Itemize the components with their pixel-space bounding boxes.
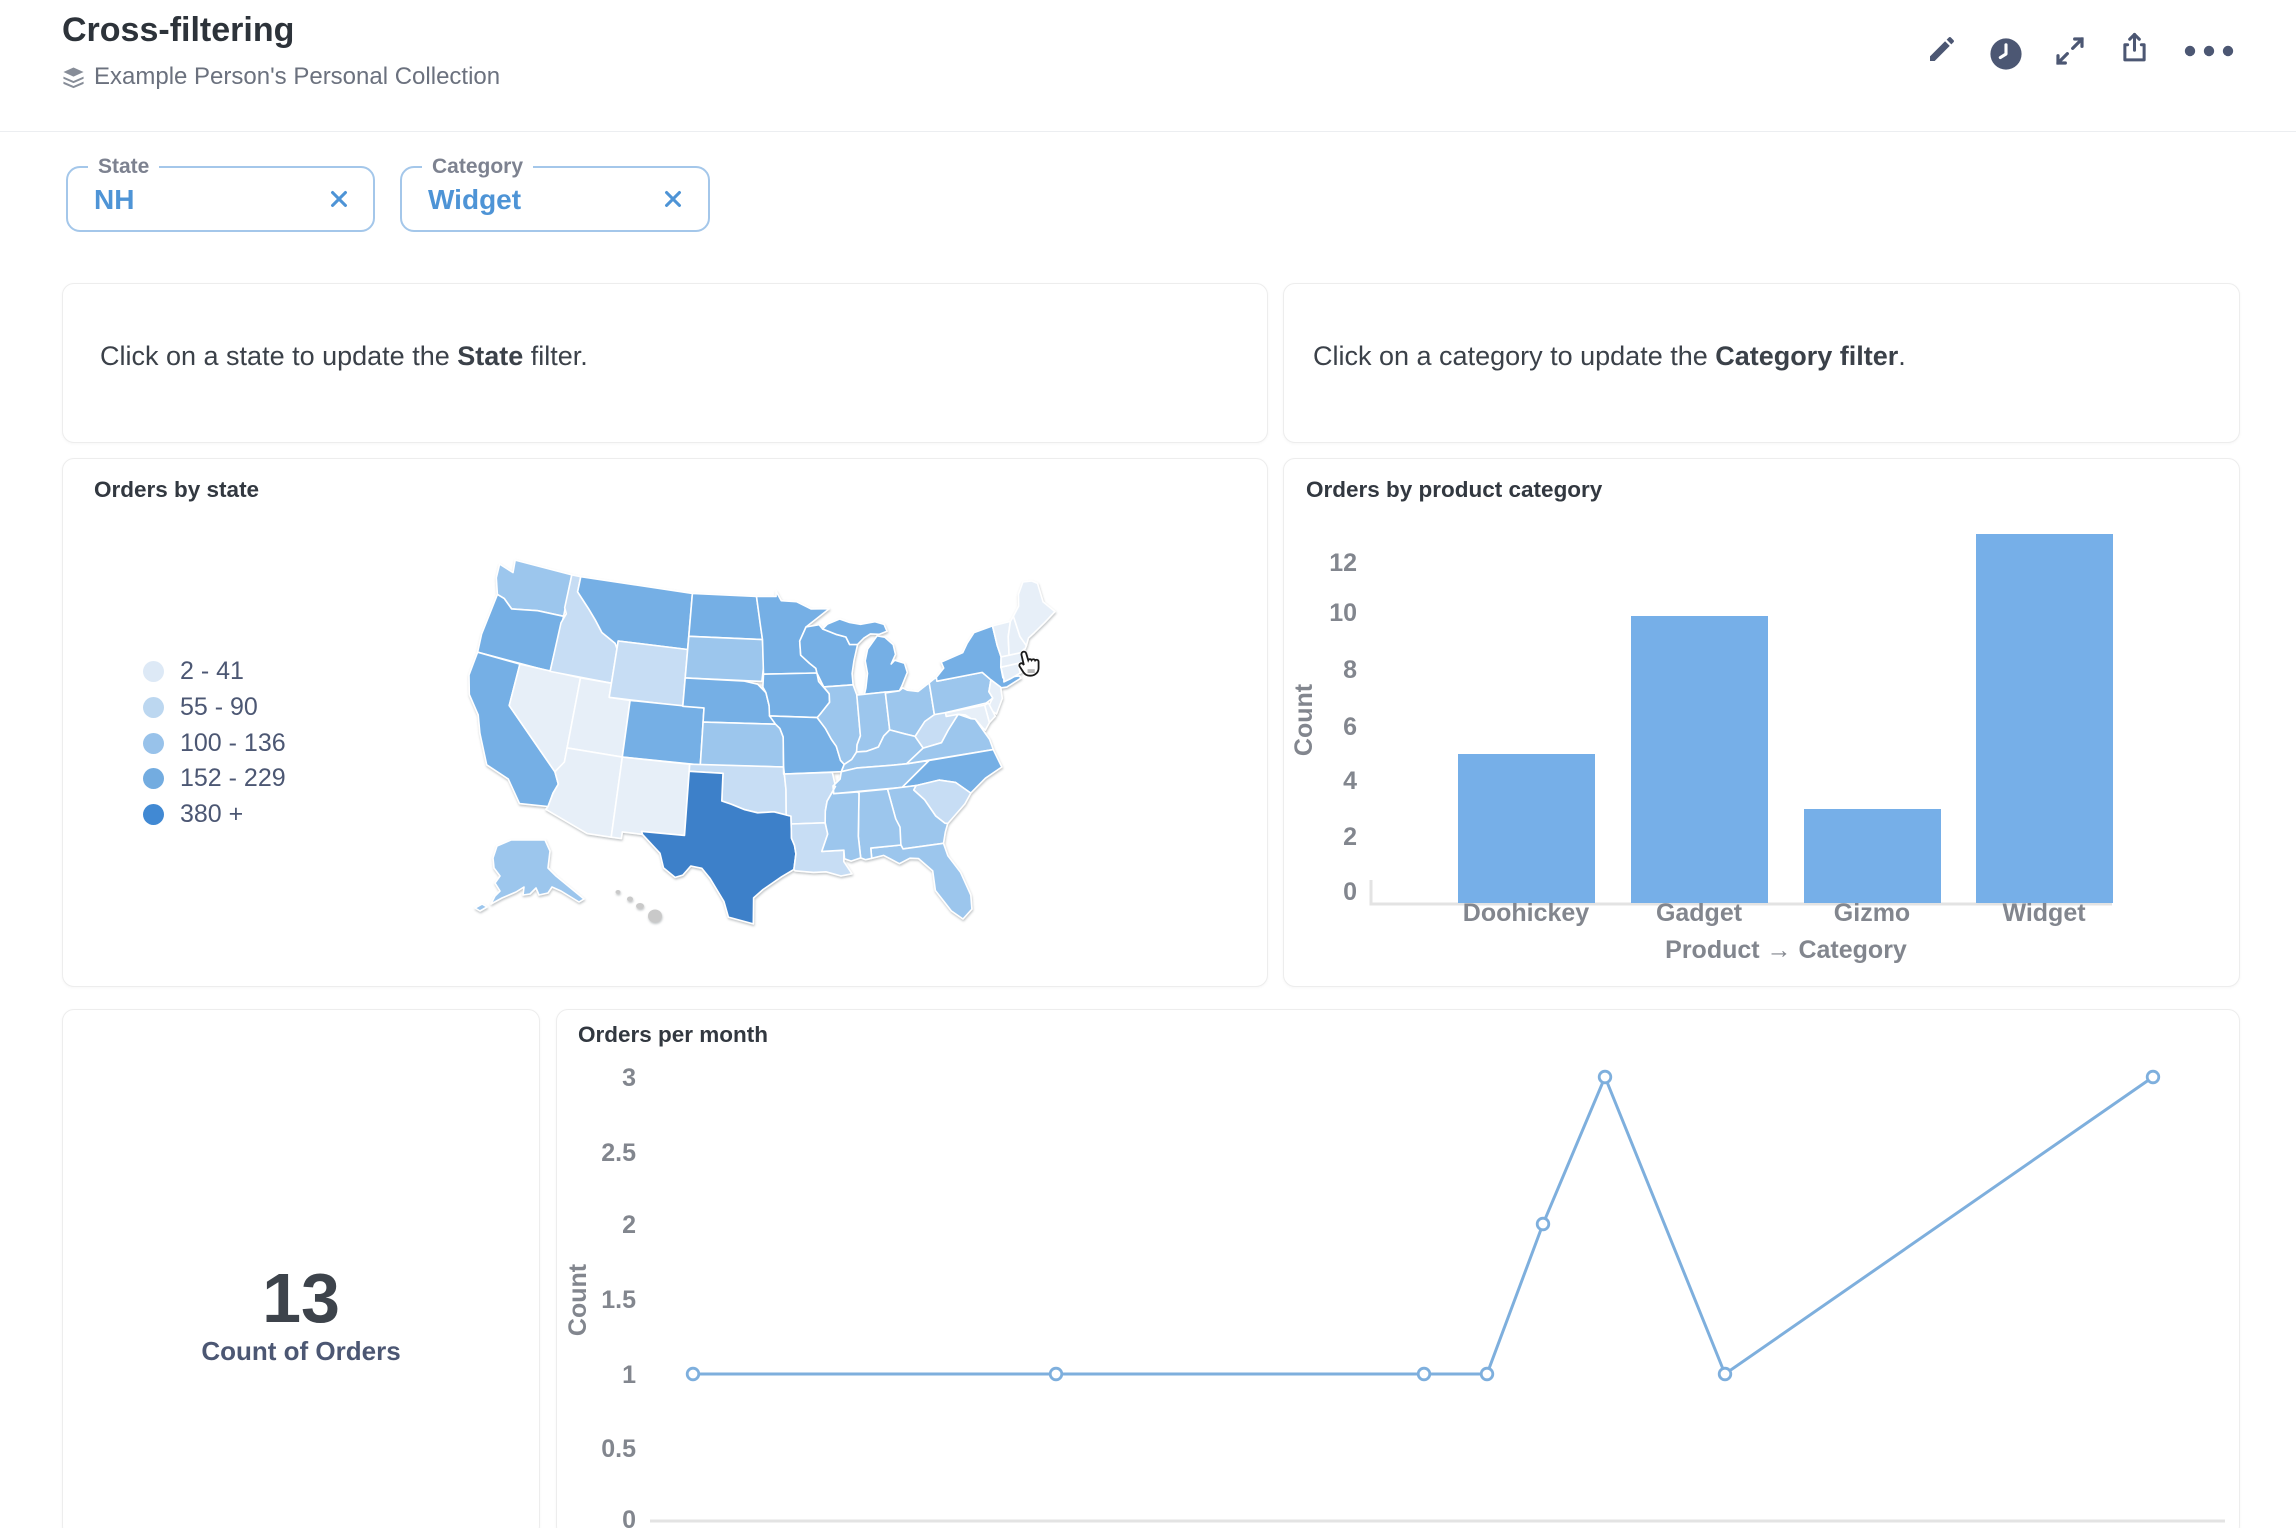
svg-text:Gizmo: Gizmo bbox=[1834, 899, 1910, 927]
svg-text:2.5: 2.5 bbox=[601, 1139, 636, 1167]
svg-text:4: 4 bbox=[1343, 767, 1357, 795]
svg-text:Product → Category: Product → Category bbox=[1665, 936, 1907, 964]
svg-text:6: 6 bbox=[1343, 713, 1357, 741]
svg-text:10: 10 bbox=[1329, 599, 1357, 627]
svg-text:Gadget: Gadget bbox=[1656, 899, 1743, 927]
svg-text:0: 0 bbox=[1343, 878, 1357, 906]
svg-text:1: 1 bbox=[622, 1361, 636, 1389]
svg-text:12: 12 bbox=[1329, 549, 1357, 577]
svg-text:0: 0 bbox=[622, 1506, 636, 1528]
svg-text:8: 8 bbox=[1343, 656, 1357, 684]
svg-text:2: 2 bbox=[1343, 823, 1357, 851]
svg-text:Count: Count bbox=[1290, 683, 1318, 756]
svg-text:3: 3 bbox=[622, 1064, 636, 1092]
svg-text:Doohickey: Doohickey bbox=[1463, 899, 1590, 927]
svg-text:2: 2 bbox=[622, 1211, 636, 1239]
svg-text:0.5: 0.5 bbox=[601, 1435, 636, 1463]
svg-text:Count: Count bbox=[564, 1263, 592, 1336]
svg-text:1.5: 1.5 bbox=[601, 1286, 636, 1314]
svg-text:Widget: Widget bbox=[2002, 899, 2086, 927]
